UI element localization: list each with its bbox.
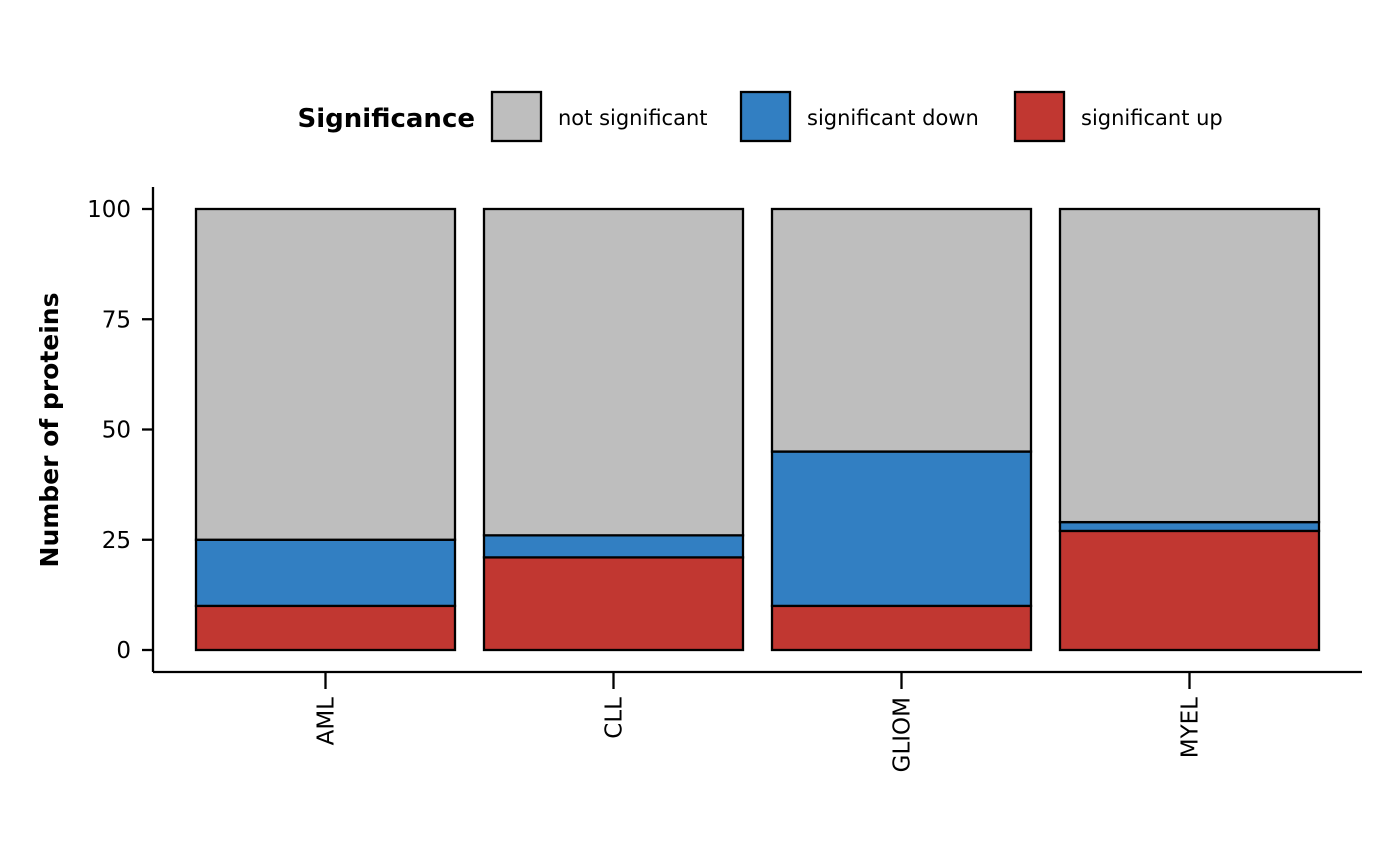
legend-label-not-significant: not significant <box>558 106 708 130</box>
y-tick-label-75: 75 <box>102 307 131 333</box>
x-tick-label-gliom: GLIOM <box>890 697 916 772</box>
x-tick-label-myel: MYEL <box>1178 697 1204 758</box>
legend-title: Significance <box>298 104 475 134</box>
legend-key-significant-up <box>1013 90 1066 143</box>
x-tick-label-cll: CLL <box>602 697 628 739</box>
plot-area: 0 25 50 75 100 AML CLL GLIOM MYEL <box>87 187 1362 772</box>
y-axis-title: Number of proteins <box>35 293 64 568</box>
legend-key-significant-down <box>739 90 792 143</box>
bar-aml-significant-down <box>194 538 457 608</box>
bar-gliom-significant-up <box>770 604 1033 652</box>
bar-myel-significant-down <box>1058 520 1321 533</box>
bar-aml-not-significant <box>194 207 457 541</box>
bar-cll-significant-up <box>482 556 745 652</box>
bar-aml-significant-up <box>194 604 457 652</box>
x-tick-label-aml: AML <box>314 697 340 746</box>
bar-cll-significant-down <box>482 534 745 559</box>
legend-label-significant-up: significant up <box>1081 106 1223 130</box>
y-tick-label-50: 50 <box>102 418 131 444</box>
y-tick-label-0: 0 <box>116 638 131 664</box>
legend: Significance not significant significant … <box>298 90 1223 143</box>
bar-gliom-not-significant <box>770 207 1033 453</box>
y-tick-label-25: 25 <box>102 528 131 554</box>
legend-label-significant-down: significant down <box>807 106 979 130</box>
bar-myel-significant-up <box>1058 529 1321 652</box>
bar-myel-not-significant <box>1058 207 1321 524</box>
bar-cll-not-significant <box>482 207 745 537</box>
bar-gliom-significant-down <box>770 450 1033 608</box>
y-tick-label-100: 100 <box>87 197 131 223</box>
legend-key-not-significant <box>490 90 543 143</box>
